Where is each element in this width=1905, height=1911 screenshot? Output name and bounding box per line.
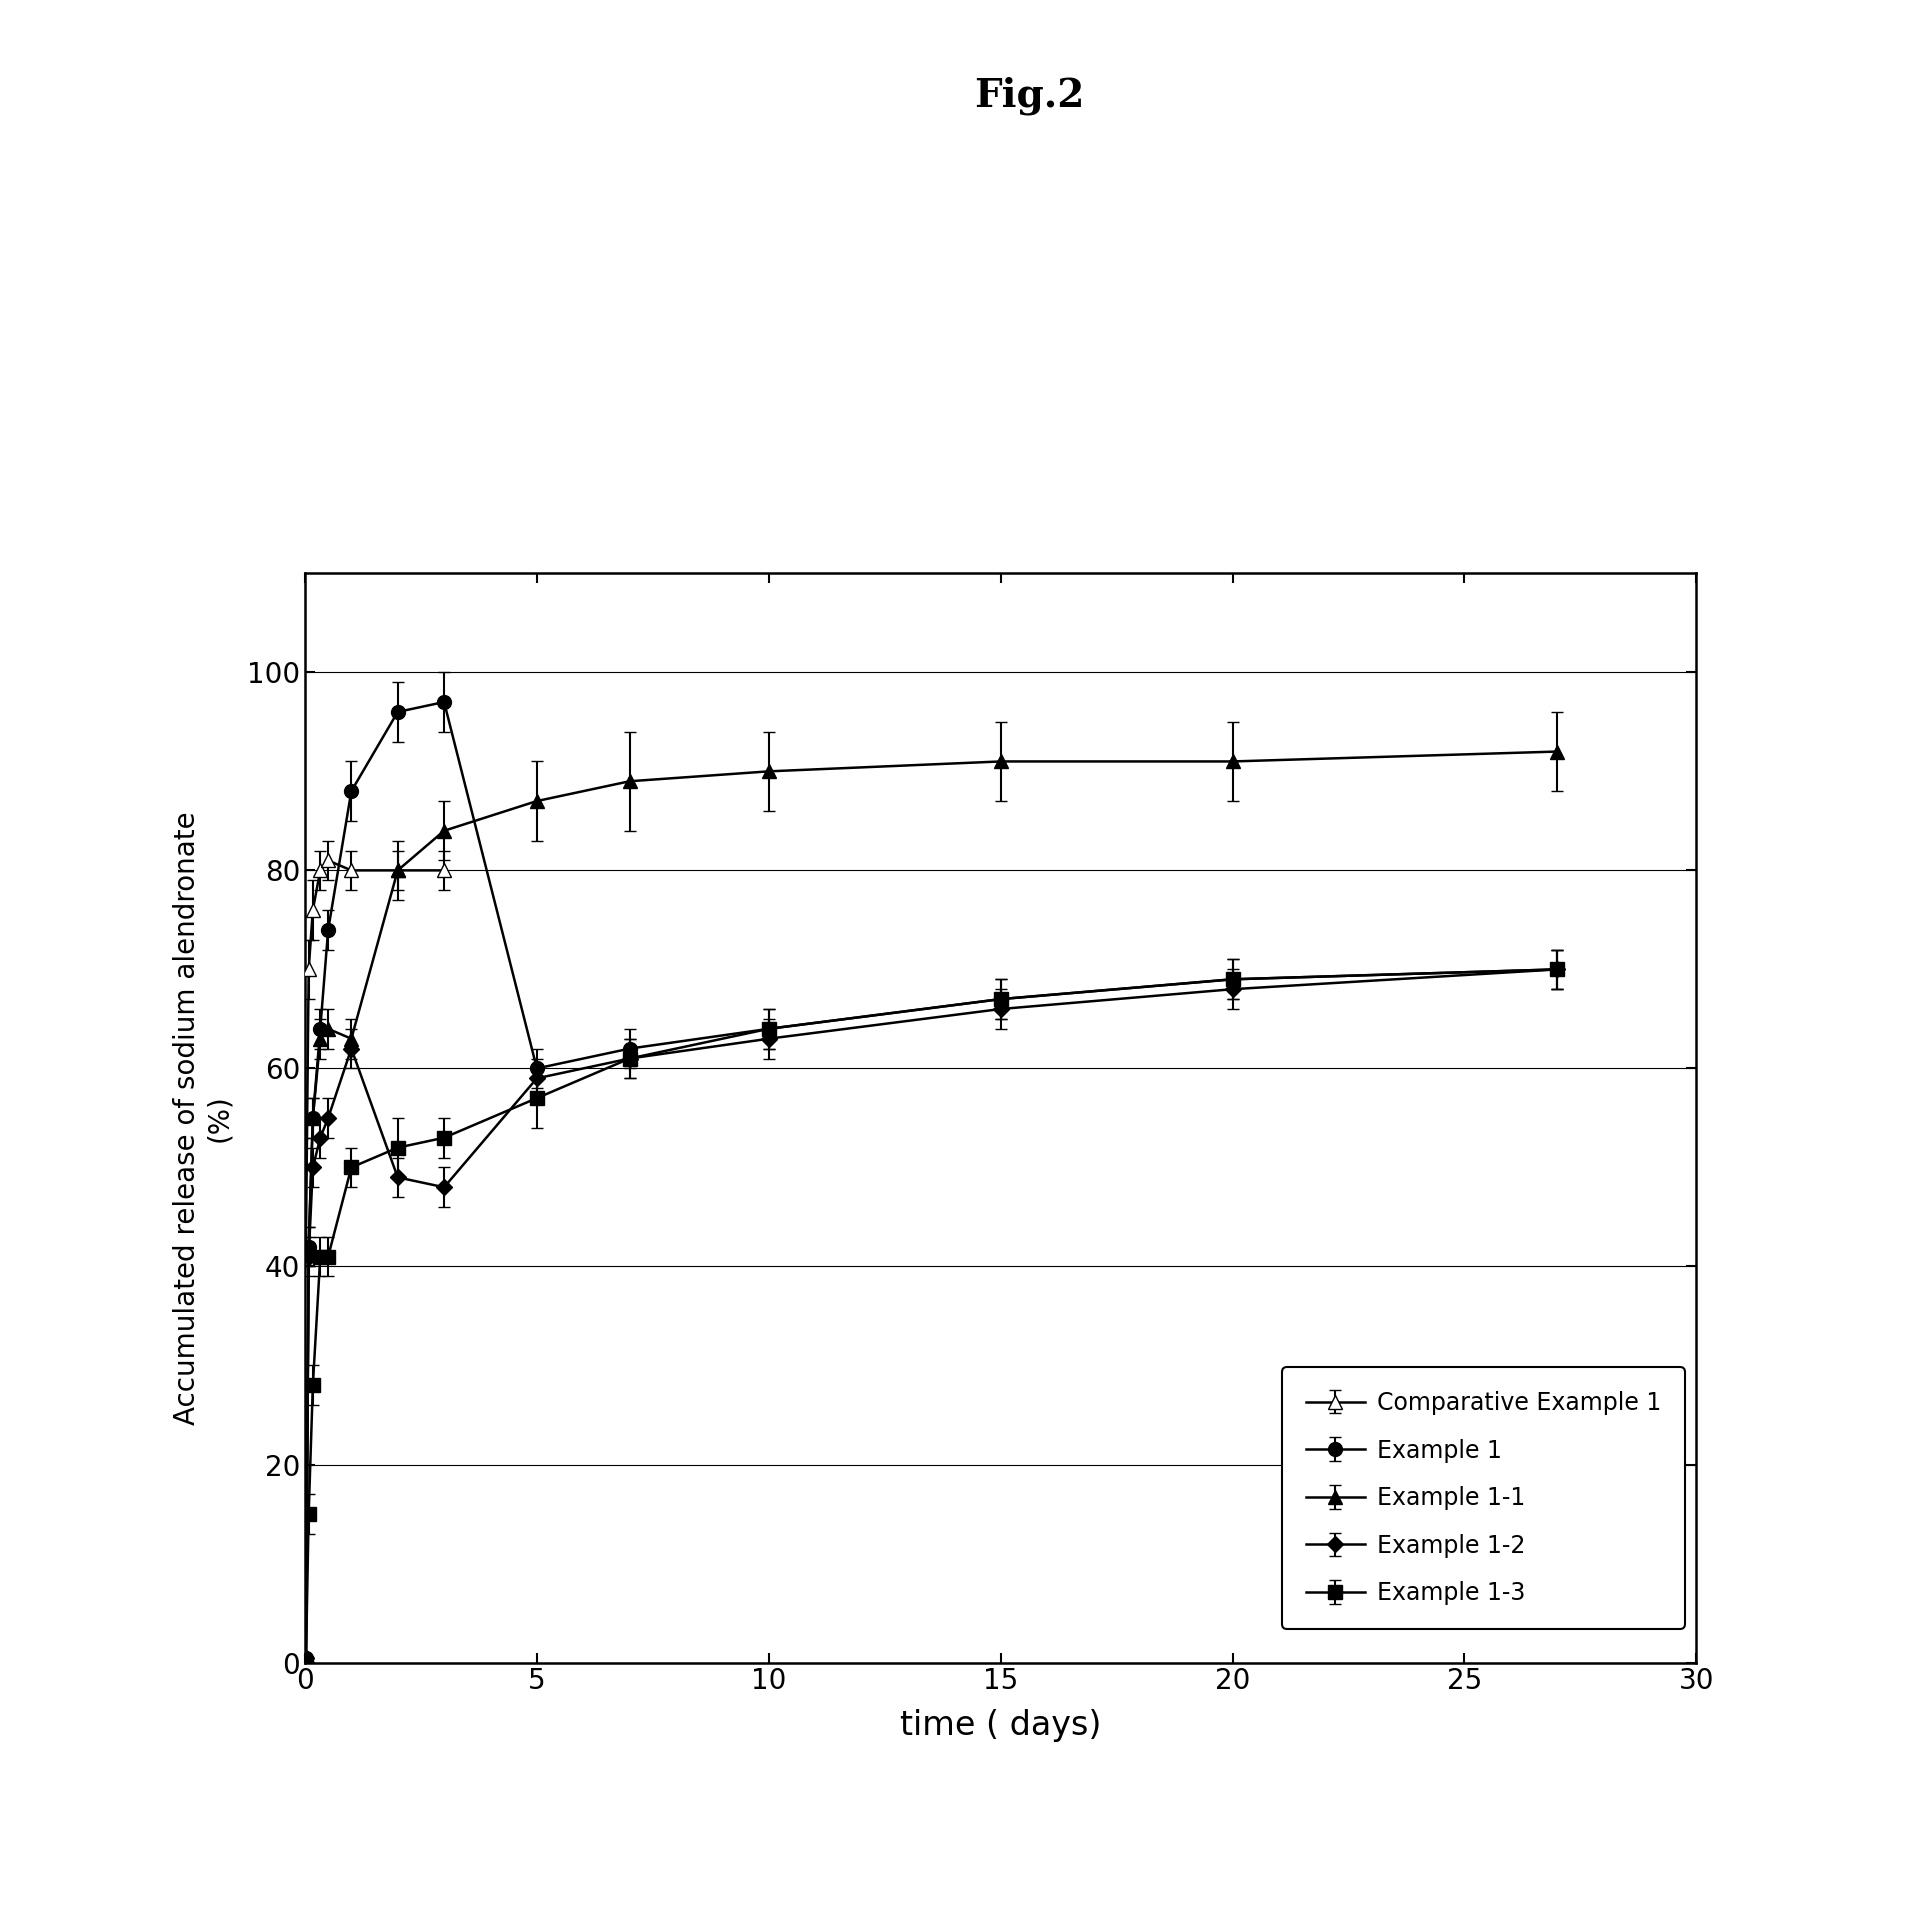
Legend: Comparative Example 1, Example 1, Example 1-1, Example 1-2, Example 1-3: Comparative Example 1, Example 1, Exampl…	[1282, 1366, 1684, 1628]
Y-axis label: Accumulated release of sodium alendronate
(%): Accumulated release of sodium alendronat…	[173, 810, 232, 1426]
X-axis label: time ( days): time ( days)	[899, 1708, 1101, 1743]
Text: Fig.2: Fig.2	[973, 76, 1084, 115]
